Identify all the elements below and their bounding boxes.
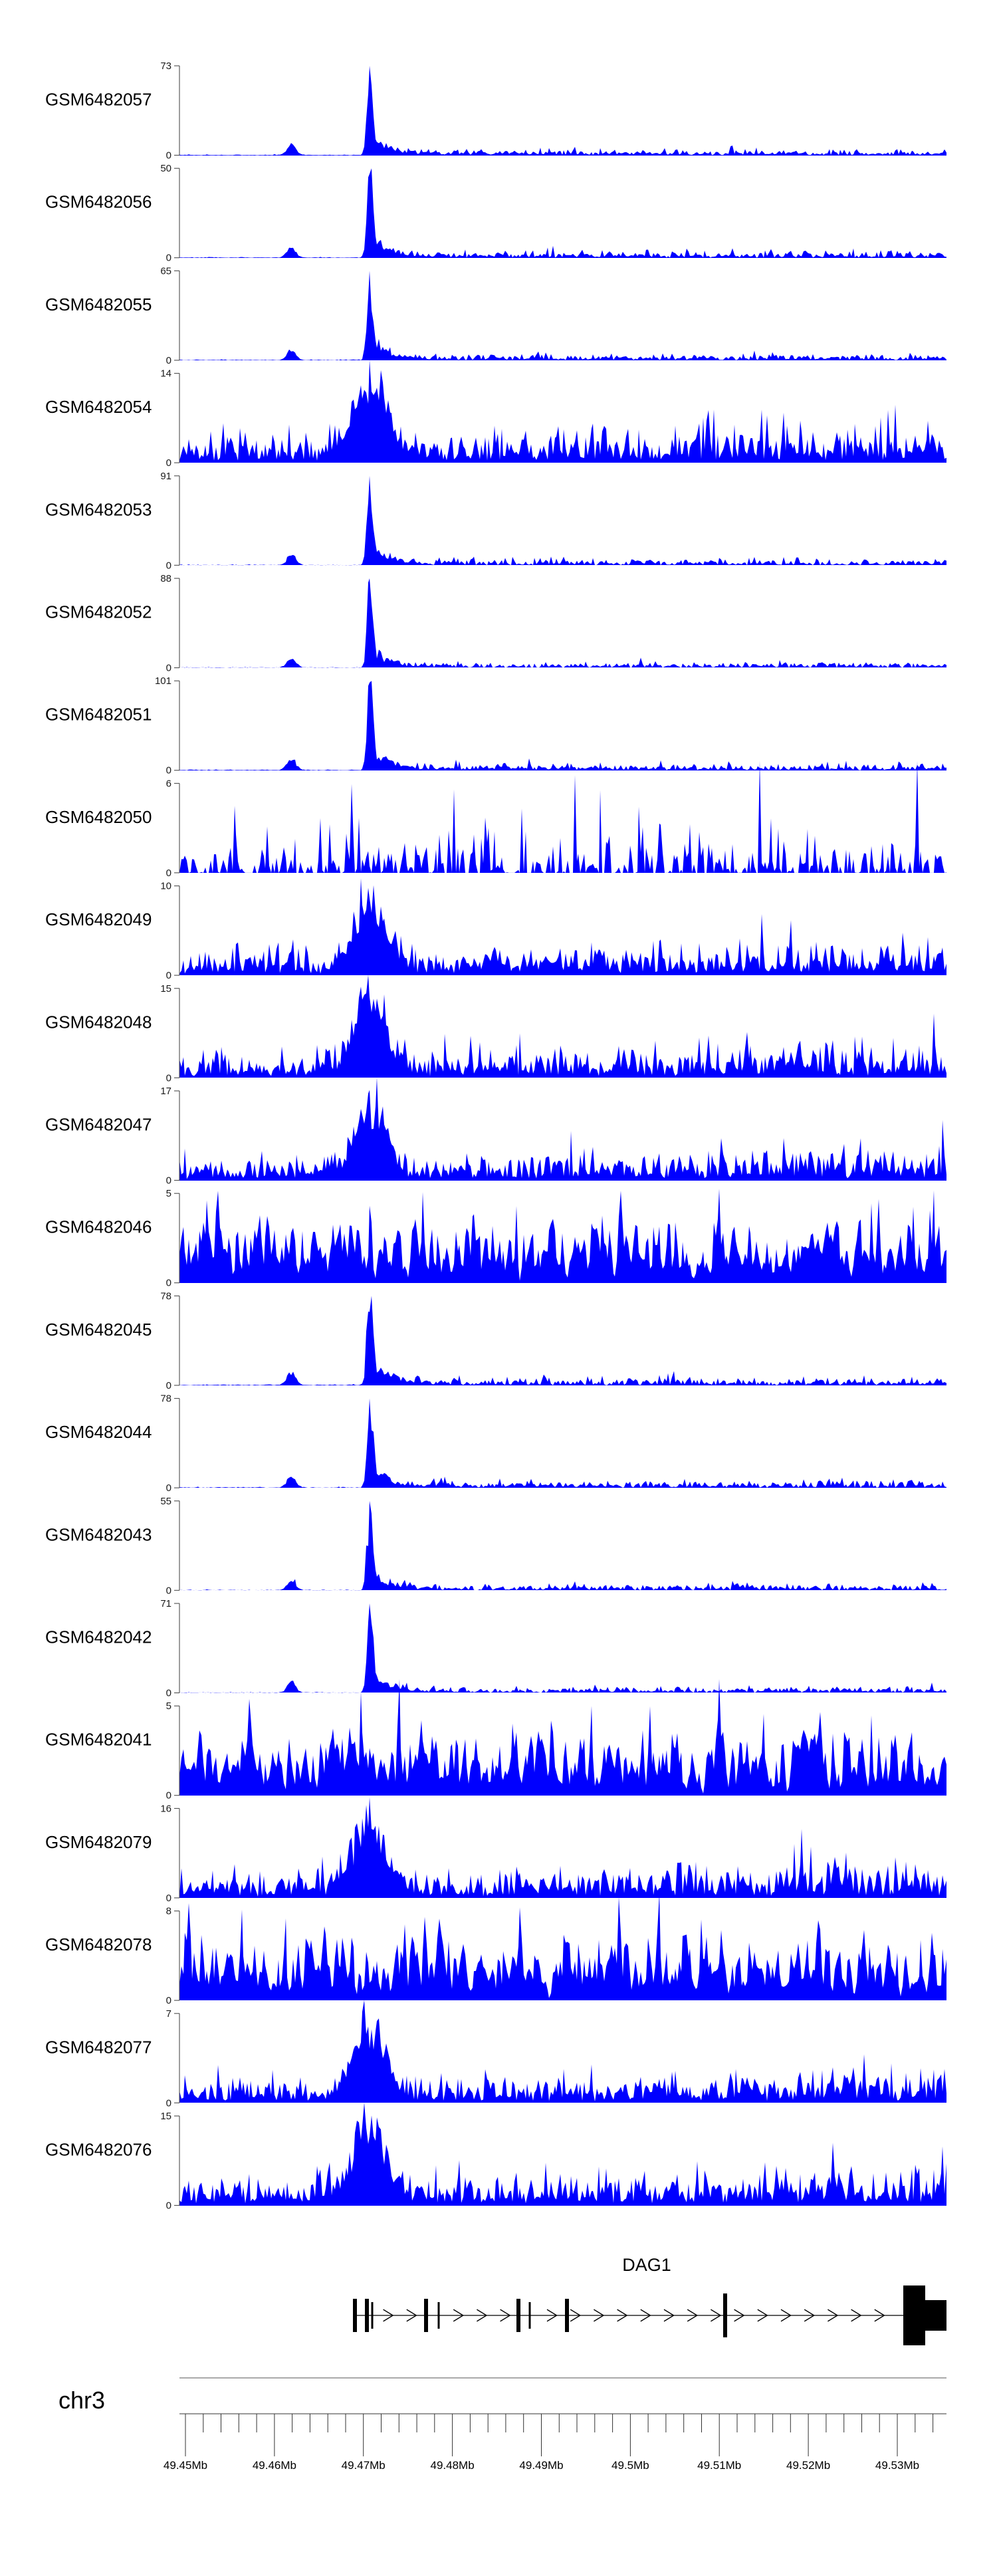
svg-text:8: 8 <box>166 1906 171 1917</box>
svg-text:17: 17 <box>160 1086 171 1097</box>
svg-text:GSM6482055: GSM6482055 <box>45 294 152 314</box>
svg-text:GSM6482046: GSM6482046 <box>45 1217 152 1237</box>
svg-text:0: 0 <box>166 1893 171 1904</box>
svg-text:50: 50 <box>160 163 171 174</box>
svg-text:chr3: chr3 <box>58 2387 105 2414</box>
svg-text:GSM6482052: GSM6482052 <box>45 602 152 622</box>
svg-text:91: 91 <box>160 471 171 482</box>
svg-text:0: 0 <box>166 1175 171 1187</box>
svg-text:0: 0 <box>166 1482 171 1494</box>
svg-text:88: 88 <box>160 573 171 584</box>
svg-text:GSM6482048: GSM6482048 <box>45 1012 152 1032</box>
svg-text:49.51Mb: 49.51Mb <box>697 2459 741 2472</box>
svg-text:GSM6482041: GSM6482041 <box>45 1730 152 1750</box>
svg-text:GSM6482043: GSM6482043 <box>45 1524 152 1544</box>
svg-text:101: 101 <box>155 675 171 687</box>
svg-text:78: 78 <box>160 1393 171 1405</box>
svg-text:0: 0 <box>166 1995 171 2006</box>
svg-text:0: 0 <box>166 355 171 366</box>
svg-text:GSM6482045: GSM6482045 <box>45 1320 152 1340</box>
svg-text:15: 15 <box>160 2111 171 2122</box>
svg-text:49.53Mb: 49.53Mb <box>875 2459 919 2472</box>
svg-text:GSM6482050: GSM6482050 <box>45 807 152 827</box>
svg-text:GSM6482044: GSM6482044 <box>45 1422 152 1442</box>
svg-text:55: 55 <box>160 1496 171 1507</box>
svg-text:73: 73 <box>160 60 171 72</box>
svg-text:0: 0 <box>166 457 171 469</box>
svg-text:0: 0 <box>166 663 171 674</box>
svg-text:GSM6482056: GSM6482056 <box>45 192 152 212</box>
svg-text:GSM6482078: GSM6482078 <box>45 1934 152 1954</box>
svg-text:0: 0 <box>166 868 171 879</box>
svg-text:6: 6 <box>166 778 171 789</box>
svg-text:DAG1: DAG1 <box>622 2255 671 2275</box>
svg-text:49.48Mb: 49.48Mb <box>431 2459 475 2472</box>
svg-text:GSM6482079: GSM6482079 <box>45 1832 152 1852</box>
svg-text:5: 5 <box>166 1188 171 1199</box>
svg-text:0: 0 <box>166 150 171 162</box>
svg-text:78: 78 <box>160 1290 171 1302</box>
svg-text:49.46Mb: 49.46Mb <box>253 2459 296 2472</box>
svg-text:15: 15 <box>160 983 171 995</box>
svg-text:0: 0 <box>166 765 171 776</box>
svg-text:GSM6482049: GSM6482049 <box>45 909 152 929</box>
svg-text:16: 16 <box>160 1803 171 1814</box>
svg-text:49.52Mb: 49.52Mb <box>786 2459 830 2472</box>
svg-text:GSM6482077: GSM6482077 <box>45 2037 152 2057</box>
svg-text:49.47Mb: 49.47Mb <box>342 2459 386 2472</box>
svg-text:GSM6482076: GSM6482076 <box>45 2140 152 2160</box>
svg-text:65: 65 <box>160 265 171 277</box>
svg-text:49.45Mb: 49.45Mb <box>164 2459 207 2472</box>
svg-text:49.5Mb: 49.5Mb <box>611 2459 649 2472</box>
svg-text:GSM6482047: GSM6482047 <box>45 1115 152 1135</box>
svg-text:0: 0 <box>166 253 171 264</box>
svg-text:7: 7 <box>166 2008 171 2020</box>
svg-text:71: 71 <box>160 1598 171 1609</box>
svg-text:GSM6482053: GSM6482053 <box>45 499 152 519</box>
svg-text:0: 0 <box>166 2097 171 2109</box>
svg-text:0: 0 <box>166 1790 171 1802</box>
svg-text:0: 0 <box>166 1278 171 1289</box>
svg-text:0: 0 <box>166 2200 171 2212</box>
svg-text:0: 0 <box>166 1585 171 1596</box>
svg-text:5: 5 <box>166 1700 171 1712</box>
svg-text:0: 0 <box>166 560 171 571</box>
svg-text:GSM6482054: GSM6482054 <box>45 397 152 417</box>
svg-text:10: 10 <box>160 881 171 892</box>
svg-text:GSM6482057: GSM6482057 <box>45 90 152 110</box>
svg-text:14: 14 <box>160 368 171 380</box>
svg-text:GSM6482042: GSM6482042 <box>45 1627 152 1647</box>
svg-text:GSM6482051: GSM6482051 <box>45 705 152 725</box>
svg-text:0: 0 <box>166 1688 171 1699</box>
svg-text:0: 0 <box>166 1380 171 1391</box>
svg-text:0: 0 <box>166 1072 171 1084</box>
svg-text:49.49Mb: 49.49Mb <box>519 2459 563 2472</box>
svg-text:0: 0 <box>166 970 171 981</box>
